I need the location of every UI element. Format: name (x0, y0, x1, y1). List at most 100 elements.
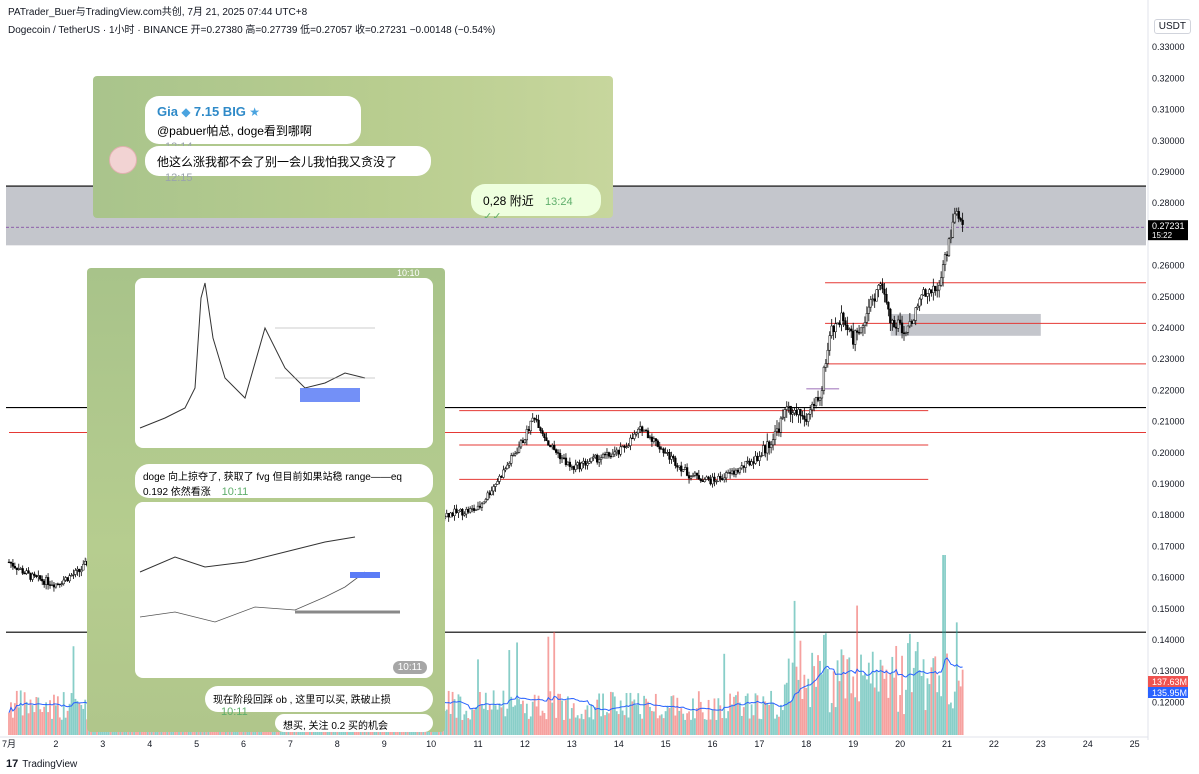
candle-down (656, 440, 659, 447)
chart-image-2: 10:11 (135, 502, 433, 678)
volume-bar (721, 718, 724, 735)
chat-bubble-question: Gia ◆ 7.15 BIG ★ @pabuer帕总, doge看到哪啊 12:… (145, 96, 361, 153)
volume-bar (504, 716, 507, 735)
volume-bar (664, 711, 667, 735)
volume-bar (500, 707, 503, 735)
volume-bar (670, 696, 673, 735)
volume-bar (51, 718, 53, 735)
volume-bar (666, 705, 669, 735)
volume-bar (766, 703, 769, 735)
volume-bar (748, 718, 751, 735)
volume-bar (66, 710, 69, 735)
candle-up (60, 583, 63, 585)
volume-bar (60, 719, 63, 735)
candle-up (633, 433, 636, 439)
candle-up (496, 481, 499, 485)
double-check-icon: ✓✓ (483, 211, 502, 218)
currency-button[interactable]: USDT (1153, 19, 1191, 34)
candle-up (824, 363, 827, 368)
volume-bar (746, 693, 749, 735)
countdown-label: 15:22 (1152, 231, 1173, 240)
volume-bar (545, 719, 548, 735)
candle-up (582, 460, 585, 464)
volume-bar (903, 714, 905, 735)
candle-down (789, 405, 792, 415)
diamond-icon: ◆ (181, 105, 191, 119)
candle-up (861, 325, 865, 329)
y-tick-label: 0.33000 (1152, 42, 1185, 52)
chat-bubble-buy: 想买, 关注 0.2 买的机会 (275, 714, 433, 732)
volume-bar (875, 670, 878, 735)
candle-down (478, 505, 482, 508)
candle-down (572, 466, 575, 470)
volume-bar (912, 667, 915, 735)
volume-bar (717, 698, 720, 735)
volume-bar (25, 701, 28, 735)
x-tick-label: 17 (754, 739, 764, 749)
candle-up (474, 509, 478, 511)
volume-bar (864, 673, 866, 735)
volume-bar (764, 701, 767, 735)
candle-down (7, 561, 11, 564)
volume-bar (819, 660, 821, 735)
volume-bar (817, 655, 819, 735)
volume-bar (926, 678, 929, 735)
volume-bar (832, 671, 835, 735)
volume-bar (942, 555, 944, 735)
volume-bar (821, 674, 823, 735)
volume-bar (858, 701, 860, 735)
candle-down (842, 312, 845, 321)
volume-bar (783, 684, 786, 735)
volume-bar (643, 695, 646, 735)
candle-up (508, 463, 511, 466)
candle-down (844, 320, 847, 326)
candle-up (44, 577, 48, 585)
volume-bar (524, 713, 526, 735)
volume-bar (754, 693, 757, 735)
volume-bar (639, 714, 642, 735)
candle-up (787, 405, 790, 408)
candle-down (777, 428, 781, 433)
x-tick-label: 9 (382, 739, 387, 749)
volume-bar (652, 711, 655, 735)
byline: PATrader_Buer与TradingView.com共创, 7月 21, … (8, 7, 308, 18)
candle-down (893, 320, 896, 328)
candle-up (449, 512, 452, 518)
volume-bar (49, 700, 51, 735)
y-tick-label: 0.20000 (1152, 448, 1185, 458)
volume-bar (459, 696, 462, 735)
candle-down (555, 449, 558, 453)
candle-down (646, 430, 650, 438)
candle-up (506, 464, 509, 469)
volume-bar (561, 700, 563, 735)
candle-down (855, 330, 859, 333)
volume-bar (862, 675, 864, 735)
volume-bar (520, 704, 522, 735)
volume-bar (885, 669, 888, 735)
volume-bar (944, 555, 946, 735)
chat-screenshot-bottom: 10:10 doge 向上掠夺了, 获取了 fvg 但目前如果站稳 range—… (87, 268, 445, 732)
candle-up (840, 312, 843, 326)
x-tick-label: 4 (147, 739, 152, 749)
candle-down (41, 579, 44, 582)
volume-bar (496, 709, 499, 735)
volume-bar (686, 713, 688, 735)
volume-bar (887, 697, 890, 735)
candle-down (748, 460, 751, 466)
candle-up (648, 436, 652, 439)
volume-bar (742, 707, 745, 735)
volume-bar (838, 681, 841, 735)
volume-bar (656, 718, 659, 735)
candle-down (461, 509, 464, 516)
sender-badge: 7.15 BIG (193, 104, 246, 119)
volume-bar (781, 710, 784, 735)
volume-bar (770, 690, 773, 735)
volume-bar (617, 714, 620, 735)
candle-up (922, 289, 925, 296)
volume-bar (629, 692, 632, 735)
volume-bar (787, 658, 790, 735)
candle-down (617, 449, 620, 455)
volume-bar (27, 713, 30, 735)
candle-down (547, 440, 550, 446)
candle-down (881, 283, 884, 290)
